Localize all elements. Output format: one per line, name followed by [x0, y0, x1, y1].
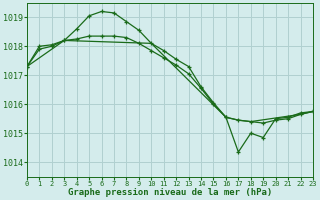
X-axis label: Graphe pression niveau de la mer (hPa): Graphe pression niveau de la mer (hPa)	[68, 188, 272, 197]
